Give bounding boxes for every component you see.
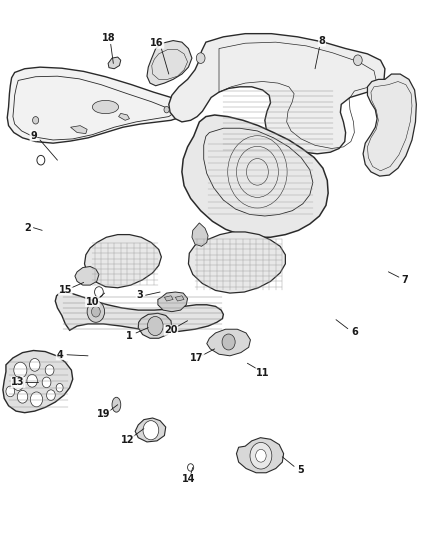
Circle shape bbox=[27, 374, 37, 387]
Text: 2: 2 bbox=[25, 223, 31, 233]
Text: 8: 8 bbox=[318, 36, 325, 46]
Ellipse shape bbox=[92, 100, 119, 114]
Text: 15: 15 bbox=[59, 285, 72, 295]
Polygon shape bbox=[182, 115, 328, 237]
Polygon shape bbox=[7, 67, 186, 143]
Circle shape bbox=[29, 359, 40, 371]
Circle shape bbox=[12, 376, 24, 390]
Circle shape bbox=[6, 386, 14, 397]
Circle shape bbox=[95, 287, 103, 297]
Circle shape bbox=[196, 53, 205, 63]
Text: 6: 6 bbox=[351, 327, 358, 337]
Polygon shape bbox=[158, 292, 187, 312]
Polygon shape bbox=[147, 41, 192, 86]
Circle shape bbox=[37, 156, 45, 165]
Text: 9: 9 bbox=[30, 131, 37, 141]
Circle shape bbox=[30, 392, 42, 407]
Ellipse shape bbox=[112, 397, 121, 412]
Circle shape bbox=[56, 383, 63, 392]
Polygon shape bbox=[175, 296, 184, 301]
Text: 1: 1 bbox=[126, 330, 133, 341]
Polygon shape bbox=[237, 438, 284, 473]
Circle shape bbox=[32, 117, 39, 124]
Polygon shape bbox=[164, 296, 173, 301]
Circle shape bbox=[256, 449, 266, 462]
Circle shape bbox=[17, 390, 28, 403]
Circle shape bbox=[92, 306, 100, 317]
Text: 7: 7 bbox=[401, 276, 408, 285]
Polygon shape bbox=[169, 34, 385, 154]
Circle shape bbox=[45, 365, 54, 375]
Polygon shape bbox=[85, 235, 161, 288]
Polygon shape bbox=[119, 114, 130, 120]
Circle shape bbox=[164, 107, 169, 113]
Circle shape bbox=[353, 55, 362, 66]
Text: 16: 16 bbox=[150, 38, 164, 48]
Circle shape bbox=[14, 362, 27, 378]
Circle shape bbox=[148, 317, 163, 336]
Text: 5: 5 bbox=[297, 465, 304, 475]
Circle shape bbox=[46, 390, 55, 400]
Circle shape bbox=[222, 334, 235, 350]
Circle shape bbox=[42, 377, 51, 387]
Polygon shape bbox=[135, 418, 166, 442]
Text: 17: 17 bbox=[191, 353, 204, 364]
Circle shape bbox=[187, 464, 194, 471]
Text: 11: 11 bbox=[256, 368, 269, 378]
Text: 10: 10 bbox=[86, 296, 99, 306]
Circle shape bbox=[87, 301, 105, 322]
Polygon shape bbox=[138, 313, 172, 338]
Circle shape bbox=[250, 442, 272, 469]
Text: 20: 20 bbox=[164, 325, 178, 335]
Polygon shape bbox=[3, 351, 73, 413]
Circle shape bbox=[143, 421, 159, 440]
Text: 19: 19 bbox=[96, 409, 110, 419]
Text: 13: 13 bbox=[11, 377, 25, 387]
Polygon shape bbox=[363, 74, 417, 176]
Polygon shape bbox=[71, 126, 87, 134]
Polygon shape bbox=[188, 232, 286, 293]
Polygon shape bbox=[108, 57, 121, 69]
Polygon shape bbox=[75, 266, 99, 285]
Text: 4: 4 bbox=[56, 350, 63, 360]
Polygon shape bbox=[192, 223, 208, 246]
Polygon shape bbox=[55, 292, 223, 332]
Polygon shape bbox=[207, 329, 251, 356]
Text: 3: 3 bbox=[136, 290, 143, 300]
Text: 18: 18 bbox=[102, 33, 116, 43]
Text: 12: 12 bbox=[120, 435, 134, 445]
Text: 14: 14 bbox=[182, 474, 195, 484]
